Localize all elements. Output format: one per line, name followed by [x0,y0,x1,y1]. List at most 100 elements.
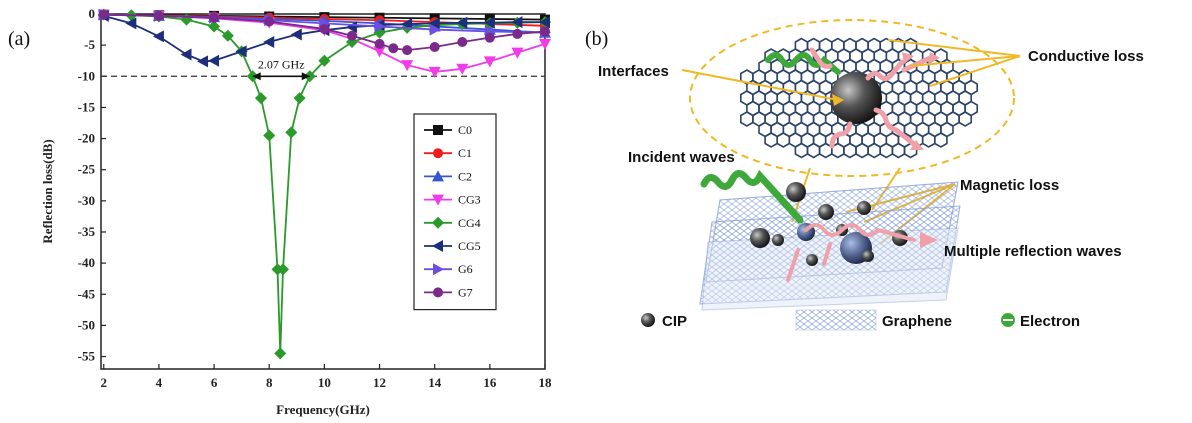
zoom-ellipse [689,19,1015,177]
series-cg5-point [401,17,413,30]
series-cg5-point [483,16,495,29]
legend-c1-label: C1 [458,146,472,160]
series-g6-point [374,20,386,33]
legend-g7-label: G7 [458,285,473,299]
series-cg5-point [125,17,137,30]
legend-cg5-label: CG5 [458,239,481,253]
panel-a-label: (a) [8,28,30,50]
x-tick-label: 18 [539,375,553,390]
series-cg3-point [483,56,496,68]
series-cg4-point [221,29,234,42]
incident-wave [700,169,804,224]
legend-g6-label: G6 [458,262,473,276]
series-cg5-point [428,17,440,30]
y-tick-label: -40 [78,255,95,270]
graphene-hex-cell [776,132,791,148]
x-axis-title: Frequency(GHz) [276,402,370,417]
graphene-hex-cell [933,132,948,148]
series-g7-point [457,37,468,48]
series-g7-point [388,43,399,54]
graphene-legend-icon [795,309,877,331]
cip-spheres-composite [750,182,908,266]
x-tick-label: 2 [101,375,108,390]
series-g7-point [346,30,357,41]
series-g7-point [98,9,109,20]
series-g7-point [402,45,413,56]
series-cg4-point [254,92,267,105]
series-g6-point [429,23,441,36]
multiple-reflection-waves [786,223,916,282]
series-g7-point [153,10,164,21]
interfaces-pointer-head [832,94,844,106]
graphene-hex-cell [739,111,754,127]
y-axis-title: Reflection loss(dB) [40,139,55,243]
legend-c2-label: C2 [458,169,472,183]
legend-g6-marker [433,263,444,276]
electron-legend-minus [1003,319,1013,321]
reflection-loss-chart: (a) 0 -5 -10 -15 -20 -25 -30 -35 -40 -45 -50 -55 2 4 6… [8,6,553,417]
graphene-hex-cell [867,142,882,159]
series-g7-point [512,28,523,39]
series-g7-point [540,26,550,37]
series-cg4-point [263,129,276,142]
series-cg3-point [373,46,386,58]
series-g7-point [264,16,275,27]
legend-c1-marker [433,148,443,159]
graphene-hex-cell [891,142,906,159]
series-cg5-point [511,16,523,29]
series-cg5-point [345,21,357,34]
legend-g7-marker [433,287,443,298]
series-cg3-point [511,47,524,59]
series-cg5-point [235,45,247,58]
cip-sphere-zoom [830,72,882,124]
cip-legend-icon [641,313,655,327]
incident-wave-zoom [765,52,841,75]
y-tick-label: -55 [78,349,96,364]
bandwidth-arrow-right [301,72,310,81]
series-cg5-point [197,55,209,68]
label-magnetic-loss: Magnetic loss [960,177,1059,194]
legend-cg3-label: CG3 [458,193,481,207]
x-tick-label: 6 [211,375,218,390]
series-cg5-point [180,48,192,61]
legend-electron: Electron [1020,313,1080,330]
reflection-arrowhead [920,232,938,248]
legend-cg4-label: CG4 [458,216,481,230]
graphene-hex-cell [855,142,869,159]
series-cg5-point [208,54,220,67]
series-cg5-point [456,16,468,29]
y-tick-label: -45 [78,286,96,301]
legend-cip: CIP [662,313,687,330]
reflection-arrowheads-zoom [902,52,940,150]
reflection-waves-zoom [809,47,933,149]
series-cg4-point [274,347,287,360]
legend-cg3-marker [432,194,444,206]
graphene-hex-cell [843,142,857,159]
y-tick-label: -5 [84,37,95,52]
label-incident-waves: Incident waves [628,149,735,166]
graphene-hex-cell [879,142,894,159]
x-tick-label: 16 [483,375,497,390]
series-cg3-point [401,60,414,72]
series-cg4-point [277,263,290,276]
series-cg4-point [208,20,221,33]
y-tick-label: -25 [78,162,96,177]
graphene-hex-cell [764,132,779,148]
panel-b-label: (b) [585,28,608,50]
legend-cg4-marker [432,216,444,229]
legend-c2-marker [432,170,444,182]
label-conductive-loss: Conductive loss [1028,48,1144,65]
series-cg4-point [373,26,386,39]
graphene-hex-cell [794,142,809,159]
graphene-hex-cell [958,111,973,127]
label-interfaces: Interfaces [598,63,669,80]
y-tick-label: -10 [78,68,95,83]
series-cg5-point [539,16,550,29]
y-tick-label: 0 [89,6,96,21]
bandwidth-arrow-left [252,72,261,81]
x-tick-label: 12 [373,375,386,390]
series-cg5-point [290,28,302,41]
series-g7-point [484,32,495,43]
y-tick-label: -30 [78,193,95,208]
x-tick-label: 14 [428,375,442,390]
